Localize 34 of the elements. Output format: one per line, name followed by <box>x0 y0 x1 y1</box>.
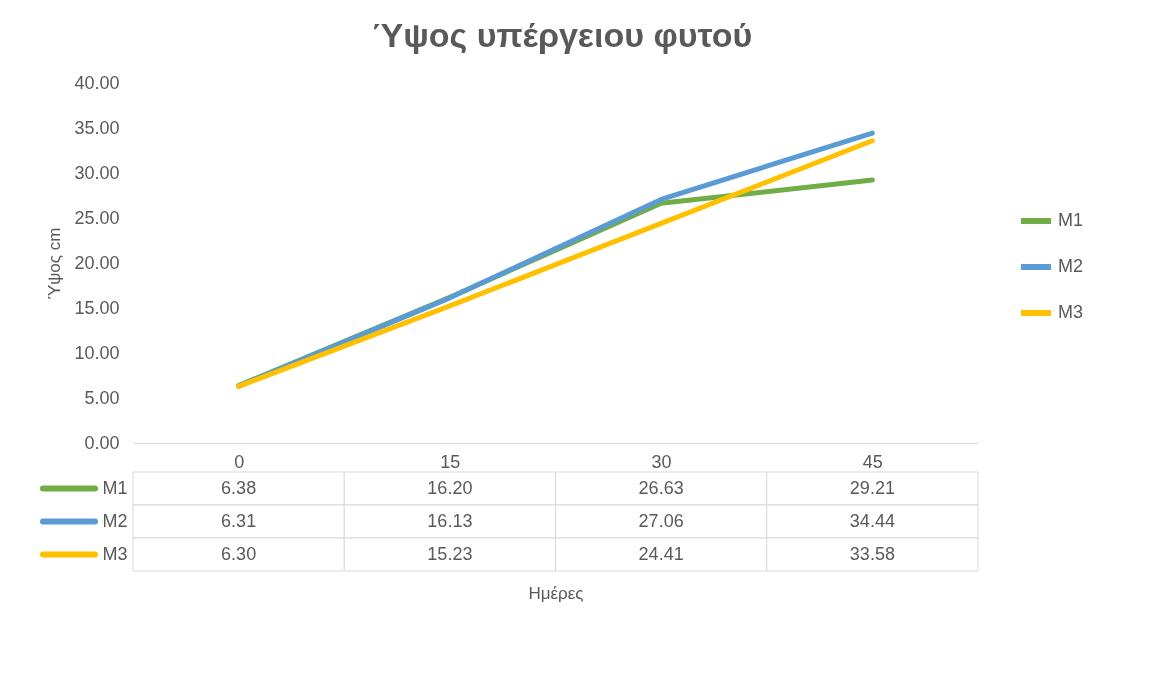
data-label: 6.38 <box>221 477 257 498</box>
y-tick-label: 10.00 <box>74 342 120 363</box>
y-tick-label: 0.00 <box>84 432 120 453</box>
legend-label: M2 <box>102 510 128 531</box>
legend-label: M3 <box>1058 302 1084 322</box>
x-tick-label: 45 <box>862 451 883 472</box>
y-tick-label: 15.00 <box>74 297 120 318</box>
y-axis-title: Ύψος cm <box>45 227 65 300</box>
data-label: 6.30 <box>221 543 257 564</box>
data-label: 34.44 <box>849 510 895 531</box>
x-tick-label: 30 <box>651 451 672 472</box>
y-tick-label: 35.00 <box>74 117 120 138</box>
data-label: 29.21 <box>849 477 895 498</box>
chart-title: Ύψος υπέργειου φυτού <box>371 16 753 54</box>
text: Ημέρες <box>528 583 584 603</box>
text: M3 <box>102 543 128 564</box>
text: M1 <box>1058 210 1084 230</box>
x-tick-label: 15 <box>440 451 461 472</box>
data-label: 16.13 <box>427 510 473 531</box>
y-tick-label: 20.00 <box>74 252 120 273</box>
data-label: 33.58 <box>849 543 895 564</box>
x-tick-label: 0 <box>234 451 245 472</box>
data-label: 24.41 <box>638 543 684 564</box>
data-label: 27.06 <box>638 510 684 531</box>
legend-label: M1 <box>102 477 128 498</box>
y-tick-label: 25.00 <box>74 207 120 228</box>
data-label: 15.23 <box>427 543 473 564</box>
text: M2 <box>1058 256 1084 276</box>
y-tick-label: 40.00 <box>74 72 120 93</box>
data-label: 16.20 <box>427 477 473 498</box>
data-label: 26.63 <box>638 477 684 498</box>
data-label: 6.31 <box>221 510 257 531</box>
y-tick-label: 30.00 <box>74 162 120 183</box>
y-tick-label: 5.00 <box>84 387 120 408</box>
